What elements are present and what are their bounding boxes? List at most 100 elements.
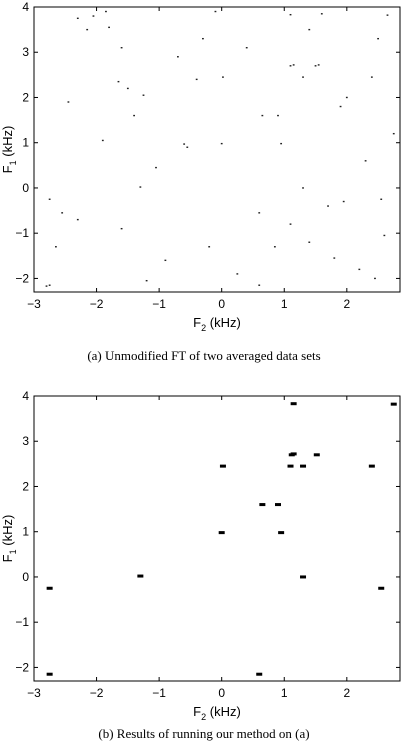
caption-b: (b) Results of running our method on (a) xyxy=(98,726,309,741)
data-point xyxy=(219,464,226,468)
data-point xyxy=(280,142,283,145)
data-point xyxy=(290,452,297,456)
data-point xyxy=(377,37,380,40)
data-point xyxy=(126,87,129,90)
axes-frame xyxy=(33,6,401,293)
data-point xyxy=(142,94,145,96)
data-point xyxy=(46,586,53,590)
data-point xyxy=(258,284,261,286)
data-point xyxy=(339,105,342,108)
data-point xyxy=(292,64,295,66)
data-point xyxy=(289,65,292,67)
axes-frame xyxy=(33,395,401,682)
data-point xyxy=(186,146,189,148)
data-point xyxy=(48,284,51,286)
data-point xyxy=(374,277,376,280)
data-point xyxy=(92,15,95,17)
x-axis-label: F2 (kHz) xyxy=(193,315,241,333)
y-tick-label: 3 xyxy=(22,434,29,448)
data-point xyxy=(120,47,123,49)
data-point xyxy=(48,198,51,200)
y-tick-label: 3 xyxy=(22,45,29,59)
x-tick-label: −1 xyxy=(152,297,166,311)
data-point xyxy=(256,672,263,676)
data-point xyxy=(287,464,294,468)
data-point xyxy=(139,186,142,188)
y-tick-label: −1 xyxy=(15,615,29,629)
data-point xyxy=(345,96,348,99)
data-point xyxy=(137,574,144,578)
x-tick-label: 1 xyxy=(281,686,288,700)
data-point xyxy=(383,234,386,237)
data-point xyxy=(222,76,224,78)
y-axis-label: F1 (kHz) xyxy=(0,126,18,174)
data-point xyxy=(202,37,204,40)
data-point xyxy=(46,672,53,676)
data-point xyxy=(261,114,264,117)
data-point xyxy=(86,28,89,31)
y-tick-label: −1 xyxy=(15,226,29,240)
data-point xyxy=(368,464,375,468)
data-point xyxy=(320,13,323,15)
data-point xyxy=(289,13,292,16)
data-point xyxy=(236,273,239,275)
data-point xyxy=(258,212,261,214)
data-point xyxy=(302,187,304,189)
data-point xyxy=(54,246,57,248)
x-tick-label: −3 xyxy=(27,297,41,311)
data-point xyxy=(245,47,248,49)
data-point xyxy=(308,241,311,243)
data-point xyxy=(145,279,148,282)
data-point xyxy=(61,212,64,214)
y-tick-label: 4 xyxy=(22,0,29,14)
data-point xyxy=(183,143,186,145)
data-point xyxy=(277,114,279,117)
data-point xyxy=(317,64,320,66)
panel-a: −3 −2 −1 0 1 2 −2 −1 0 1 2 3 4 F2 (kHz) F1 (kHz) (a) U… xyxy=(0,0,401,363)
y-tick-label: −2 xyxy=(15,271,29,285)
data-point xyxy=(133,114,136,117)
data-point xyxy=(327,205,329,207)
x-tick-label: −2 xyxy=(90,686,104,700)
data-point xyxy=(218,531,225,535)
data-point xyxy=(300,464,307,468)
data-point xyxy=(195,78,198,81)
data-point xyxy=(302,76,304,78)
data-point xyxy=(378,586,385,590)
data-point xyxy=(108,26,110,29)
panel-b: −3 −2 −1 0 1 2 −2 −1 0 1 2 3 4 F2 (kHz) F1 (kHz) (b) R… xyxy=(0,389,401,741)
data-point xyxy=(76,218,79,221)
data-point xyxy=(214,10,217,13)
data-point xyxy=(45,285,48,287)
data-point xyxy=(101,139,104,142)
plot-area-a: −3 −2 −1 0 1 2 −2 −1 0 1 2 3 4 F2 (kHz) F1 (kHz) xyxy=(0,0,401,333)
data-point xyxy=(380,198,383,200)
data-point xyxy=(208,246,211,248)
x-tick-label: 2 xyxy=(343,297,350,311)
data-point xyxy=(278,531,285,535)
y-tick-label: 1 xyxy=(22,525,29,539)
data-point xyxy=(314,65,317,67)
data-point xyxy=(308,28,311,31)
y-tick-label: 0 xyxy=(22,570,29,584)
data-point xyxy=(155,166,157,169)
data-point xyxy=(342,200,345,203)
y-tick-label: 4 xyxy=(22,389,29,403)
y-tick-label: 0 xyxy=(22,181,29,195)
data-point xyxy=(67,101,70,103)
data-point xyxy=(176,56,179,58)
data-point xyxy=(392,132,395,135)
plot-area-b: −3 −2 −1 0 1 2 −2 −1 0 1 2 3 4 F2 (kHz) F1 (kHz) xyxy=(0,389,401,722)
data-point xyxy=(364,160,367,162)
data-point xyxy=(220,142,223,145)
data-point xyxy=(333,257,336,259)
y-tick-label: 2 xyxy=(22,90,29,104)
data-point xyxy=(390,402,397,406)
x-tick-label: −2 xyxy=(90,297,104,311)
y-tick-label: 1 xyxy=(22,136,29,150)
data-point xyxy=(313,453,320,457)
data-point xyxy=(273,246,276,248)
y-tick-label: 2 xyxy=(22,479,29,493)
x-tick-label: 0 xyxy=(218,297,225,311)
